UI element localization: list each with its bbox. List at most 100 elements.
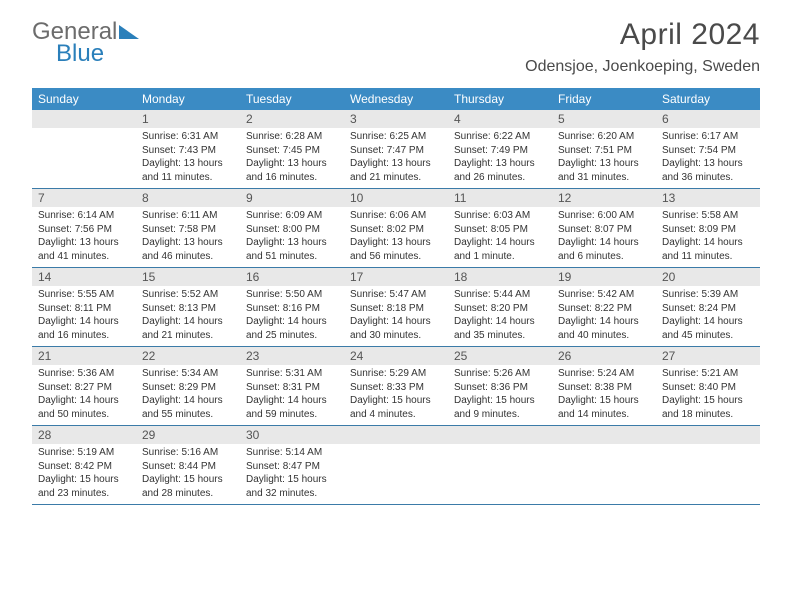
day-cell: 16Sunrise: 5:50 AMSunset: 8:16 PMDayligh… [240, 268, 344, 346]
day-number: 9 [240, 189, 344, 207]
sunset-text: Sunset: 8:36 PM [454, 381, 546, 395]
day-number: 10 [344, 189, 448, 207]
day-cell: 23Sunrise: 5:31 AMSunset: 8:31 PMDayligh… [240, 347, 344, 425]
sunset-text: Sunset: 8:16 PM [246, 302, 338, 316]
sunrise-text: Sunrise: 6:00 AM [558, 209, 650, 223]
day-number: 1 [136, 110, 240, 128]
day-content: Sunrise: 5:52 AMSunset: 8:13 PMDaylight:… [136, 286, 240, 346]
daylight-text: Daylight: 14 hours and 40 minutes. [558, 315, 650, 342]
daylight-text: Daylight: 15 hours and 14 minutes. [558, 394, 650, 421]
weekday-header-row: SundayMondayTuesdayWednesdayThursdayFrid… [32, 88, 760, 110]
day-cell: 26Sunrise: 5:24 AMSunset: 8:38 PMDayligh… [552, 347, 656, 425]
day-content: Sunrise: 5:47 AMSunset: 8:18 PMDaylight:… [344, 286, 448, 346]
day-number: 7 [32, 189, 136, 207]
day-cell: 13Sunrise: 5:58 AMSunset: 8:09 PMDayligh… [656, 189, 760, 267]
month-title: April 2024 [525, 18, 760, 52]
day-content: Sunrise: 6:17 AMSunset: 7:54 PMDaylight:… [656, 128, 760, 188]
day-content: Sunrise: 5:58 AMSunset: 8:09 PMDaylight:… [656, 207, 760, 267]
sunset-text: Sunset: 8:18 PM [350, 302, 442, 316]
day-cell: 24Sunrise: 5:29 AMSunset: 8:33 PMDayligh… [344, 347, 448, 425]
sunrise-text: Sunrise: 5:55 AM [38, 288, 130, 302]
daylight-text: Daylight: 14 hours and 50 minutes. [38, 394, 130, 421]
daylight-text: Daylight: 13 hours and 26 minutes. [454, 157, 546, 184]
daylight-text: Daylight: 13 hours and 46 minutes. [142, 236, 234, 263]
daylight-text: Daylight: 13 hours and 51 minutes. [246, 236, 338, 263]
sunrise-text: Sunrise: 5:34 AM [142, 367, 234, 381]
day-number: 3 [344, 110, 448, 128]
day-number: 8 [136, 189, 240, 207]
sunset-text: Sunset: 8:22 PM [558, 302, 650, 316]
day-content: Sunrise: 6:09 AMSunset: 8:00 PMDaylight:… [240, 207, 344, 267]
sunrise-text: Sunrise: 6:06 AM [350, 209, 442, 223]
sunset-text: Sunset: 7:54 PM [662, 144, 754, 158]
sunset-text: Sunset: 8:42 PM [38, 460, 130, 474]
sunset-text: Sunset: 7:49 PM [454, 144, 546, 158]
day-content: Sunrise: 5:42 AMSunset: 8:22 PMDaylight:… [552, 286, 656, 346]
sunset-text: Sunset: 8:11 PM [38, 302, 130, 316]
day-cell: 18Sunrise: 5:44 AMSunset: 8:20 PMDayligh… [448, 268, 552, 346]
day-cell: 12Sunrise: 6:00 AMSunset: 8:07 PMDayligh… [552, 189, 656, 267]
daylight-text: Daylight: 14 hours and 45 minutes. [662, 315, 754, 342]
day-content: Sunrise: 5:50 AMSunset: 8:16 PMDaylight:… [240, 286, 344, 346]
day-cell [32, 110, 136, 188]
daylight-text: Daylight: 15 hours and 18 minutes. [662, 394, 754, 421]
day-number: 2 [240, 110, 344, 128]
day-cell [552, 426, 656, 504]
daylight-text: Daylight: 14 hours and 21 minutes. [142, 315, 234, 342]
day-cell: 19Sunrise: 5:42 AMSunset: 8:22 PMDayligh… [552, 268, 656, 346]
day-cell: 25Sunrise: 5:26 AMSunset: 8:36 PMDayligh… [448, 347, 552, 425]
day-content: Sunrise: 6:28 AMSunset: 7:45 PMDaylight:… [240, 128, 344, 188]
week-row: 21Sunrise: 5:36 AMSunset: 8:27 PMDayligh… [32, 347, 760, 426]
day-number [552, 426, 656, 444]
header-right: April 2024 Odensjoe, Joenkoeping, Sweden [525, 18, 760, 76]
sunrise-text: Sunrise: 5:21 AM [662, 367, 754, 381]
day-number: 11 [448, 189, 552, 207]
weekday-header: Wednesday [344, 88, 448, 110]
sunrise-text: Sunrise: 6:25 AM [350, 130, 442, 144]
day-content: Sunrise: 6:14 AMSunset: 7:56 PMDaylight:… [32, 207, 136, 267]
day-number: 15 [136, 268, 240, 286]
sunrise-text: Sunrise: 6:22 AM [454, 130, 546, 144]
sunset-text: Sunset: 8:07 PM [558, 223, 650, 237]
sunset-text: Sunset: 7:45 PM [246, 144, 338, 158]
day-number: 20 [656, 268, 760, 286]
day-content: Sunrise: 6:03 AMSunset: 8:05 PMDaylight:… [448, 207, 552, 267]
day-content: Sunrise: 6:22 AMSunset: 7:49 PMDaylight:… [448, 128, 552, 188]
sunrise-text: Sunrise: 5:44 AM [454, 288, 546, 302]
sunrise-text: Sunrise: 5:19 AM [38, 446, 130, 460]
daylight-text: Daylight: 14 hours and 59 minutes. [246, 394, 338, 421]
day-cell: 1Sunrise: 6:31 AMSunset: 7:43 PMDaylight… [136, 110, 240, 188]
sunset-text: Sunset: 8:20 PM [454, 302, 546, 316]
weekday-header: Tuesday [240, 88, 344, 110]
day-cell: 14Sunrise: 5:55 AMSunset: 8:11 PMDayligh… [32, 268, 136, 346]
weeks-container: 1Sunrise: 6:31 AMSunset: 7:43 PMDaylight… [32, 110, 760, 505]
week-row: 1Sunrise: 6:31 AMSunset: 7:43 PMDaylight… [32, 110, 760, 189]
day-content: Sunrise: 5:21 AMSunset: 8:40 PMDaylight:… [656, 365, 760, 425]
header: General Blue April 2024 Odensjoe, Joenko… [0, 0, 792, 84]
sunset-text: Sunset: 8:38 PM [558, 381, 650, 395]
day-cell [656, 426, 760, 504]
day-cell: 3Sunrise: 6:25 AMSunset: 7:47 PMDaylight… [344, 110, 448, 188]
sunrise-text: Sunrise: 5:52 AM [142, 288, 234, 302]
day-cell: 21Sunrise: 5:36 AMSunset: 8:27 PMDayligh… [32, 347, 136, 425]
daylight-text: Daylight: 14 hours and 55 minutes. [142, 394, 234, 421]
sunrise-text: Sunrise: 5:39 AM [662, 288, 754, 302]
daylight-text: Daylight: 13 hours and 21 minutes. [350, 157, 442, 184]
daylight-text: Daylight: 15 hours and 9 minutes. [454, 394, 546, 421]
sunrise-text: Sunrise: 5:42 AM [558, 288, 650, 302]
day-cell: 28Sunrise: 5:19 AMSunset: 8:42 PMDayligh… [32, 426, 136, 504]
weekday-header: Friday [552, 88, 656, 110]
day-number: 24 [344, 347, 448, 365]
daylight-text: Daylight: 15 hours and 32 minutes. [246, 473, 338, 500]
daylight-text: Daylight: 14 hours and 16 minutes. [38, 315, 130, 342]
day-content: Sunrise: 5:34 AMSunset: 8:29 PMDaylight:… [136, 365, 240, 425]
day-number: 29 [136, 426, 240, 444]
day-number: 19 [552, 268, 656, 286]
day-cell: 9Sunrise: 6:09 AMSunset: 8:00 PMDaylight… [240, 189, 344, 267]
day-content: Sunrise: 5:36 AMSunset: 8:27 PMDaylight:… [32, 365, 136, 425]
logo-triangle-icon [119, 18, 139, 46]
day-content: Sunrise: 5:14 AMSunset: 8:47 PMDaylight:… [240, 444, 344, 504]
day-cell [344, 426, 448, 504]
daylight-text: Daylight: 15 hours and 28 minutes. [142, 473, 234, 500]
day-number: 21 [32, 347, 136, 365]
